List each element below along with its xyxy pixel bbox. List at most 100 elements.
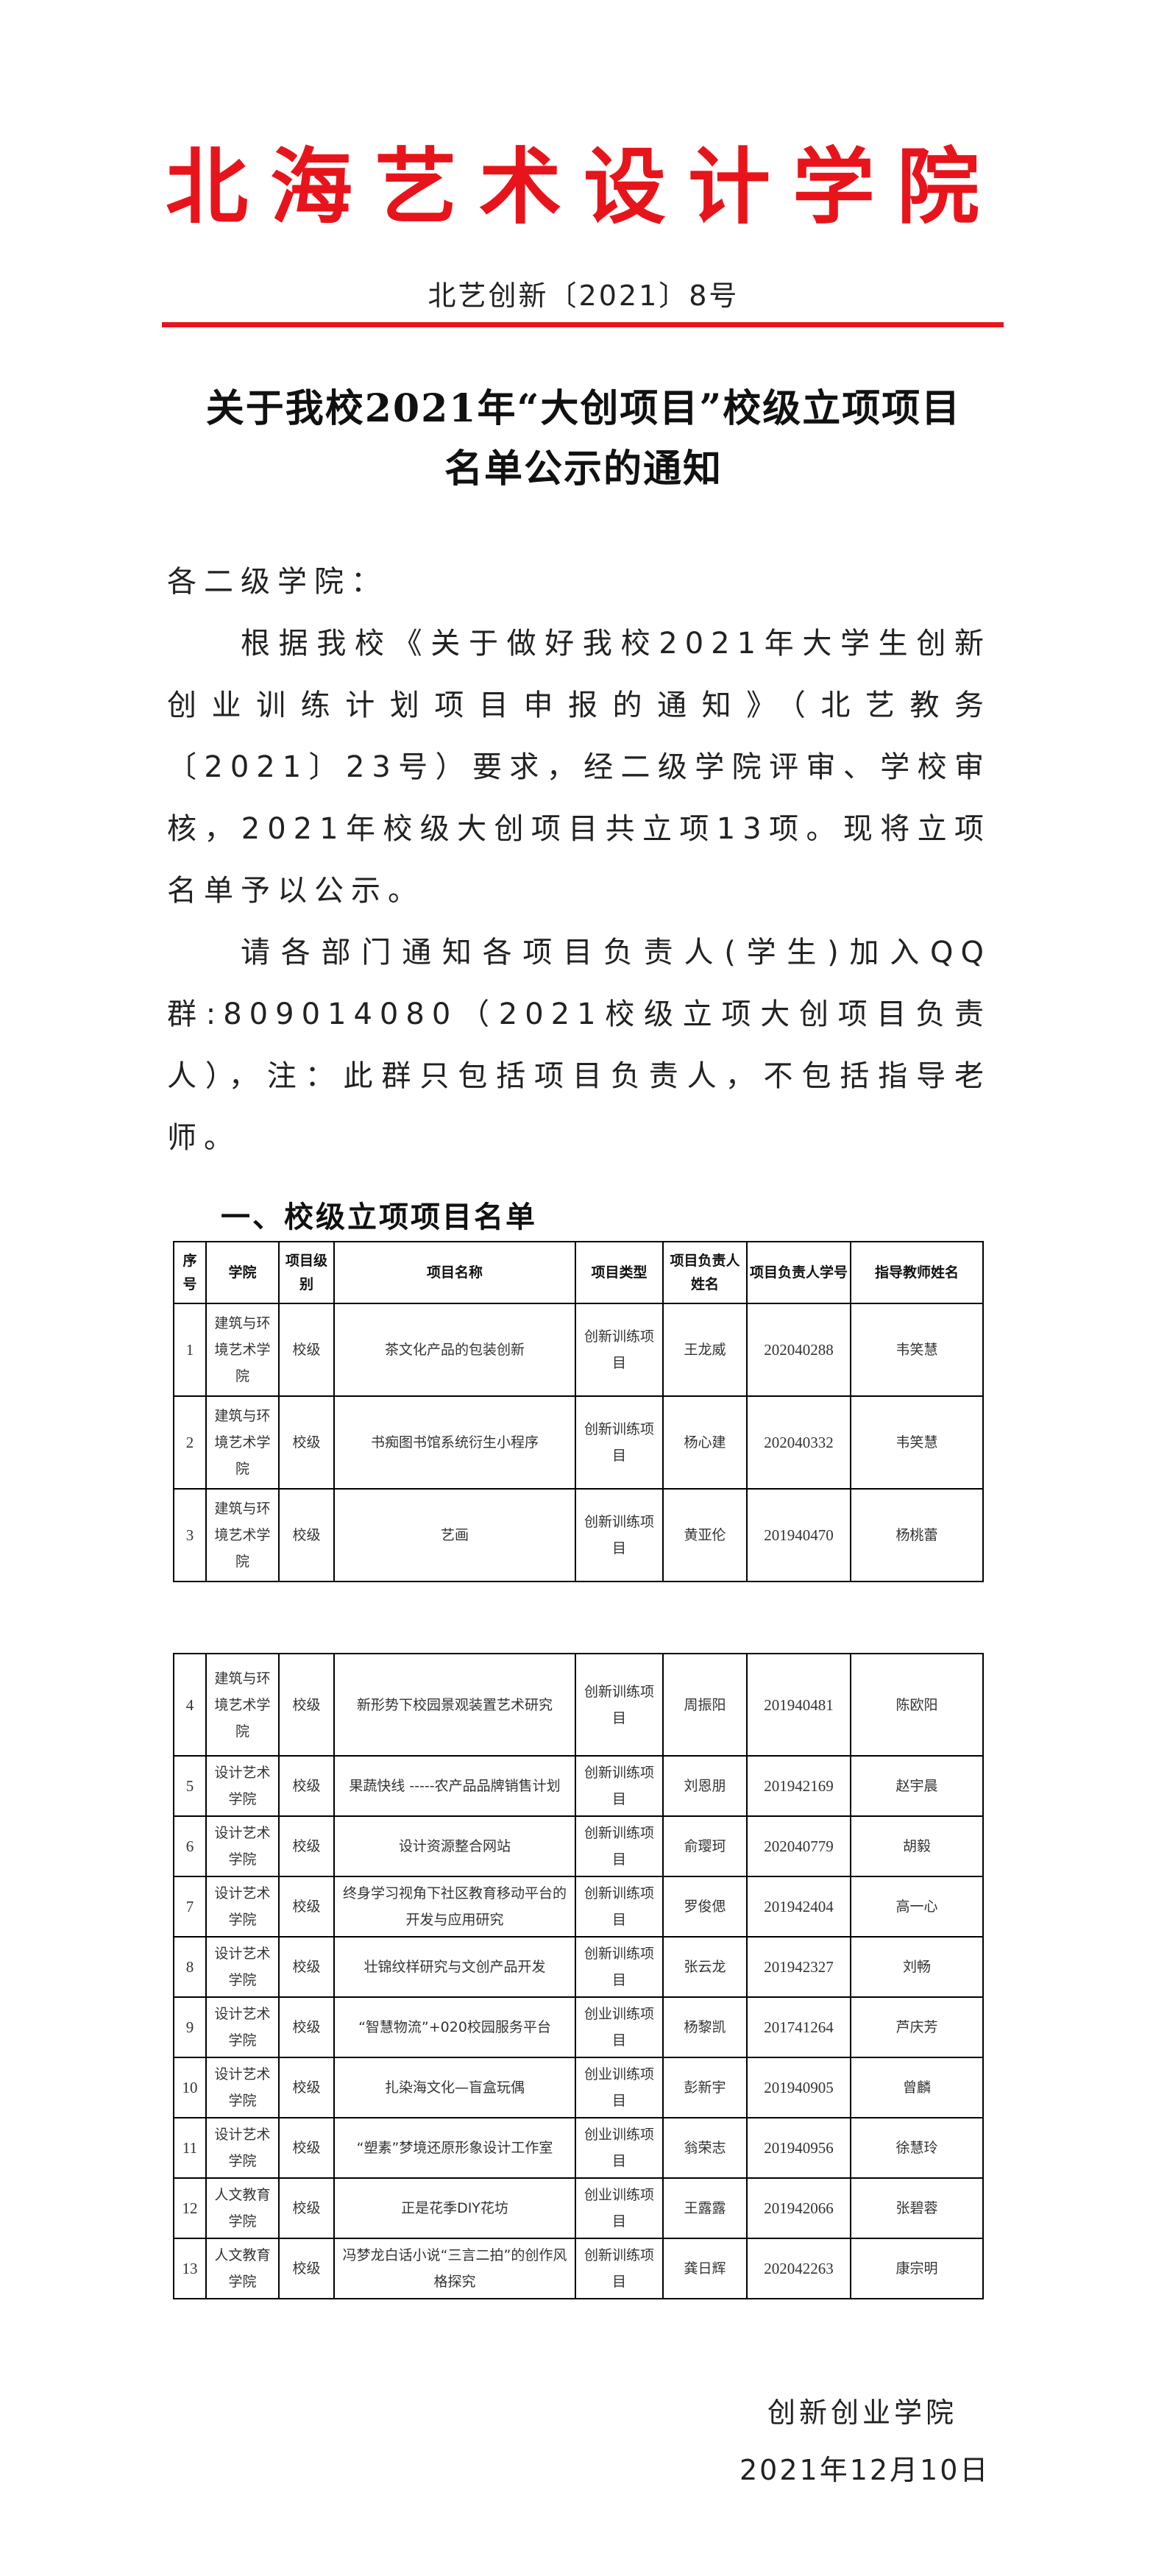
cell-index: 10 bbox=[173, 2057, 207, 2118]
cell-project-type: 创新训练项目 bbox=[575, 1303, 664, 1397]
cell-college: 建筑与环境艺术学院 bbox=[205, 1488, 280, 1582]
col-header-project-name: 项目名称 bbox=[333, 1241, 576, 1304]
cell-advisor: 韦笑慧 bbox=[850, 1395, 984, 1490]
red-divider bbox=[162, 322, 1004, 327]
cell-project-type: 创新训练项目 bbox=[575, 1815, 664, 1877]
cell-project-type: 创新训练项目 bbox=[575, 2238, 664, 2299]
cell-project-name: 新形势下校园景观装置艺术研究 bbox=[333, 1653, 576, 1757]
cell-leader-name: 杨黎凯 bbox=[662, 1996, 748, 2058]
cell-college: 建筑与环境艺术学院 bbox=[205, 1303, 280, 1397]
cell-advisor: 赵宇晨 bbox=[850, 1755, 984, 1817]
cell-advisor: 徐慧玲 bbox=[850, 2117, 984, 2179]
cell-project-type: 创业训练项目 bbox=[575, 1996, 664, 2058]
cell-level: 校级 bbox=[278, 1996, 335, 2058]
cell-project-name: 壮锦纹样研究与文创产品开发 bbox=[333, 1936, 576, 1998]
cell-college: 设计艺术学院 bbox=[205, 2057, 280, 2118]
table-row: 2 建筑与环境艺术学院 校级 书痴图书馆系统衍生小程序 创新训练项目 杨心建 2020403… bbox=[173, 1395, 984, 1490]
table-row: 3 建筑与环境艺术学院 校级 艺画 创新训练项目 黄亚伦 201940470 杨桃蕾 bbox=[173, 1488, 984, 1582]
cell-leader-name: 龚日辉 bbox=[662, 2238, 748, 2299]
title-line-2: 名单公示的通知 bbox=[444, 446, 723, 491]
cell-index: 3 bbox=[173, 1488, 207, 1582]
cell-project-type: 创新训练项目 bbox=[575, 1755, 664, 1817]
cell-leader-id: 201940956 bbox=[746, 2117, 851, 2179]
cell-project-type: 创业训练项目 bbox=[575, 2117, 664, 2179]
cell-college: 设计艺术学院 bbox=[205, 1876, 280, 1938]
document-body: 各二级学院： 根据我校《关于做好我校2021年大学生创新创业训练计划项目申报的通… bbox=[167, 551, 991, 1169]
section-heading: 一、校级立项项目名单 bbox=[221, 1200, 537, 1234]
cell-project-type: 创业训练项目 bbox=[575, 2177, 664, 2239]
cell-index: 6 bbox=[173, 1815, 207, 1877]
cell-level: 校级 bbox=[278, 1303, 335, 1397]
cell-advisor: 高一心 bbox=[850, 1876, 984, 1938]
cell-level: 校级 bbox=[278, 1488, 335, 1582]
cell-project-name: 果蔬快线 -----农产品品牌销售计划 bbox=[333, 1755, 576, 1817]
cell-leader-name: 刘恩朋 bbox=[662, 1755, 748, 1817]
cell-project-name: “智慧物流”+020校园服务平台 bbox=[333, 1996, 576, 2058]
cell-leader-name: 张云龙 bbox=[662, 1936, 748, 1998]
cell-level: 校级 bbox=[278, 2117, 335, 2179]
cell-college: 建筑与环境艺术学院 bbox=[205, 1395, 280, 1490]
cell-advisor: 康宗明 bbox=[850, 2238, 984, 2299]
cell-leader-name: 罗俊偲 bbox=[662, 1876, 748, 1938]
col-header-index: 序号 bbox=[173, 1241, 207, 1304]
cell-project-type: 创新训练项目 bbox=[575, 1653, 664, 1757]
cell-advisor: 杨桃蕾 bbox=[850, 1488, 984, 1582]
col-header-leader-id: 项目负责人学号 bbox=[746, 1241, 851, 1304]
table-row: 13 人文教育学院 校级 冯梦龙白话小说“三言二拍”的创作风格探究 创新训练项目 龚日辉 2… bbox=[173, 2238, 984, 2299]
cell-project-name: 扎染海文化—盲盒玩偶 bbox=[333, 2057, 576, 2118]
cell-leader-id: 201942404 bbox=[746, 1876, 851, 1938]
school-name-letterhead: 北海艺术设计学院 bbox=[166, 140, 1001, 235]
cell-leader-id: 201942066 bbox=[746, 2177, 851, 2239]
cell-level: 校级 bbox=[278, 1755, 335, 1817]
table-row: 8 设计艺术学院 校级 壮锦纹样研究与文创产品开发 创新训练项目 张云龙 201942327… bbox=[173, 1936, 984, 1998]
cell-college: 设计艺术学院 bbox=[205, 2117, 280, 2179]
cell-leader-id: 202040288 bbox=[746, 1303, 851, 1397]
cell-leader-id: 201940481 bbox=[746, 1653, 851, 1757]
cell-project-name: 艺画 bbox=[333, 1488, 576, 1582]
cell-index: 9 bbox=[173, 1996, 207, 2058]
cell-leader-name: 彭新宇 bbox=[662, 2057, 748, 2118]
cell-index: 13 bbox=[173, 2238, 207, 2299]
table-row: 12 人文教育学院 校级 正是花季DIY花坊 创业训练项目 王露露 201942066 张碧蓉 bbox=[173, 2177, 984, 2239]
table-row: 5 设计艺术学院 校级 果蔬快线 -----农产品品牌销售计划 创新训练项目 刘恩朋 201… bbox=[173, 1755, 984, 1817]
document-title: 关于我校2021年“大创项目”校级立项项目 名单公示的通知 bbox=[147, 379, 1020, 499]
cell-index: 11 bbox=[173, 2117, 207, 2179]
col-header-leader-name: 项目负责人姓名 bbox=[662, 1241, 748, 1304]
cell-leader-id: 201940470 bbox=[746, 1488, 851, 1582]
table-row: 6 设计艺术学院 校级 设计资源整合网站 创新训练项目 俞璎珂 202040779 胡毅 bbox=[173, 1815, 984, 1877]
cell-college: 设计艺术学院 bbox=[205, 1936, 280, 1998]
paragraph-1: 根据我校《关于做好我校2021年大学生创新创业训练计划项目申报的通知》（北艺教务… bbox=[167, 627, 991, 908]
cell-leader-id: 201942169 bbox=[746, 1755, 851, 1817]
cell-index: 5 bbox=[173, 1755, 207, 1817]
cell-leader-id: 201741264 bbox=[746, 1996, 851, 2058]
cell-index: 1 bbox=[173, 1303, 207, 1397]
col-header-level: 项目级别 bbox=[278, 1241, 335, 1304]
table-row: 10 设计艺术学院 校级 扎染海文化—盲盒玩偶 创业训练项目 彭新宇 201940905 曾麟 bbox=[173, 2057, 984, 2118]
cell-index: 2 bbox=[173, 1395, 207, 1490]
cell-project-type: 创新训练项目 bbox=[575, 1488, 664, 1582]
cell-college: 设计艺术学院 bbox=[205, 1755, 280, 1817]
cell-level: 校级 bbox=[278, 1815, 335, 1877]
cell-project-type: 创新训练项目 bbox=[575, 1876, 664, 1938]
cell-project-name: 终身学习视角下社区教育移动平台的开发与应用研究 bbox=[333, 1876, 576, 1938]
cell-leader-id: 202040332 bbox=[746, 1395, 851, 1490]
cell-level: 校级 bbox=[278, 2057, 335, 2118]
table-row: 11 设计艺术学院 校级 “塑素”梦境还原形象设计工作室 创业训练项目 翁荣志 201940… bbox=[173, 2117, 984, 2179]
cell-project-type: 创新训练项目 bbox=[575, 1395, 664, 1490]
cell-index: 12 bbox=[173, 2177, 207, 2239]
cell-level: 校级 bbox=[278, 1936, 335, 1998]
table-row: 4 建筑与环境艺术学院 校级 新形势下校园景观装置艺术研究 创新训练项目 周振阳 20194… bbox=[173, 1653, 984, 1757]
cell-index: 4 bbox=[173, 1653, 207, 1757]
table-row: 1 建筑与环境艺术学院 校级 茶文化产品的包装创新 创新训练项目 王龙威 202040288… bbox=[173, 1303, 984, 1397]
cell-project-type: 创新训练项目 bbox=[575, 1936, 664, 1998]
cell-index: 8 bbox=[173, 1936, 207, 1998]
document-footer: 创新创业学院 2021年12月10日 bbox=[739, 2395, 1167, 2576]
cell-college: 设计艺术学院 bbox=[205, 1996, 280, 2058]
cell-college: 设计艺术学院 bbox=[205, 1815, 280, 1877]
col-header-project-type: 项目类型 bbox=[575, 1241, 664, 1304]
cell-project-name: 书痴图书馆系统衍生小程序 bbox=[333, 1395, 576, 1490]
cell-leader-name: 王露露 bbox=[662, 2177, 748, 2239]
cell-level: 校级 bbox=[278, 2177, 335, 2239]
cell-leader-name: 周振阳 bbox=[662, 1653, 748, 1757]
